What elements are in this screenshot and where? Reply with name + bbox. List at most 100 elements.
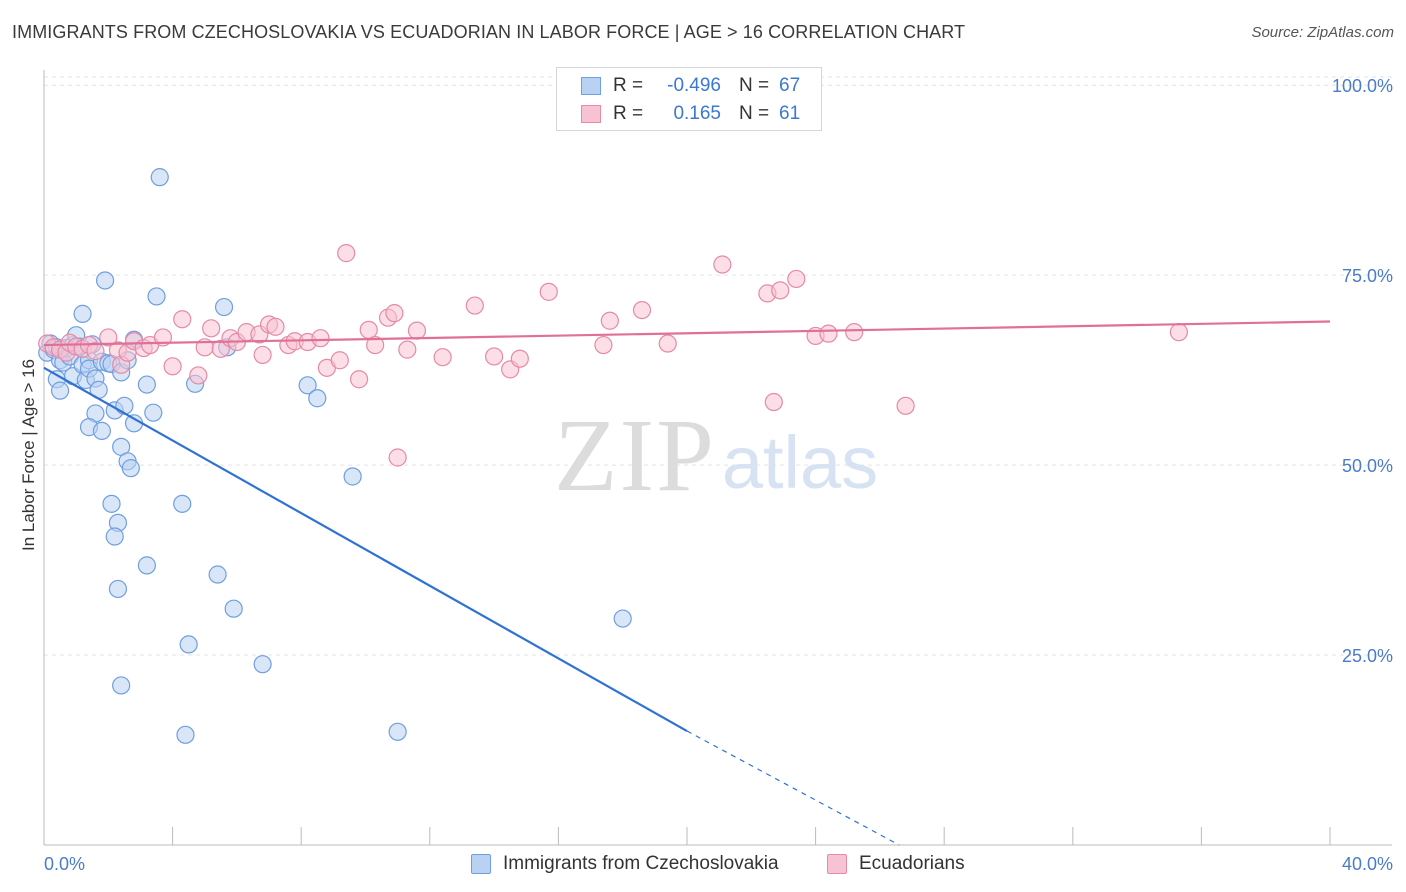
ecuador-point-57 xyxy=(764,392,783,412)
y-axis-label: In Labor Force | Age > 16 xyxy=(19,359,38,551)
trendline-ecuador xyxy=(43,320,1331,347)
legend-n-value: 61 xyxy=(779,103,801,124)
ecuador-point-9 xyxy=(99,328,118,347)
ecuador-point-29 xyxy=(266,317,285,336)
legend-r-label: R = xyxy=(613,75,644,96)
czech-point-57 xyxy=(298,376,317,395)
czech-point-49 xyxy=(176,725,195,744)
czech-point-40 xyxy=(121,459,140,478)
x-tick-label-1: 40.0% xyxy=(1342,854,1393,874)
czech-point-53 xyxy=(214,297,234,317)
czech-point-46 xyxy=(147,287,166,306)
czech-point-6 xyxy=(50,381,70,400)
trendline-czech xyxy=(43,366,688,732)
grid-lines xyxy=(44,76,1392,656)
ecuador-point-62 xyxy=(845,323,864,342)
czech-point-56 xyxy=(253,655,272,674)
y-tick-label-3: 100.0% xyxy=(1332,76,1393,96)
legend-n-label: N = xyxy=(739,75,770,96)
czech-point-45 xyxy=(144,403,163,422)
czech-point-44 xyxy=(137,556,156,575)
y-tick-label-2: 75.0% xyxy=(1342,266,1393,286)
ecuador-point-51 xyxy=(594,335,613,355)
y-tick-labels: 25.0% 50.0% 75.0% 100.0% xyxy=(1332,76,1393,666)
ecuador-point-44 xyxy=(407,321,427,340)
y-tick-label-1: 50.0% xyxy=(1342,456,1393,476)
czech-point-37 xyxy=(115,396,134,415)
czech-point-58 xyxy=(308,389,327,408)
czech-point-26 xyxy=(95,271,115,290)
bottom-legend-czech: Immigrants from Czechoslovakia xyxy=(471,852,779,876)
czech-point-32 xyxy=(105,527,124,546)
czech-point-33 xyxy=(108,579,128,599)
ecuador-point-58 xyxy=(771,281,790,300)
y-tick-label-0: 25.0% xyxy=(1342,646,1393,666)
czech-point-50 xyxy=(179,635,198,654)
watermark-zip: ZIP xyxy=(554,398,716,513)
ecuador-point-45 xyxy=(433,348,452,367)
czech-point-60 xyxy=(388,722,407,741)
ecuador-point-42 xyxy=(388,448,407,467)
legend-swatch-ecuador xyxy=(581,105,601,123)
ecuador-point-35 xyxy=(330,351,349,370)
ecuador-point-63 xyxy=(896,396,915,415)
ecuador-point-18 xyxy=(173,310,192,329)
ecuador-point-17 xyxy=(163,357,182,376)
source-label: Source: ZipAtlas.com xyxy=(1251,24,1394,41)
legend-n-label: N = xyxy=(739,103,770,124)
ecuador-point-61 xyxy=(819,324,838,343)
ecuador-point-53 xyxy=(632,300,652,320)
ecuador-point-49 xyxy=(510,349,529,368)
bottom-legend-swatch-czech xyxy=(471,854,491,874)
bottom-legend-label-czech: Immigrants from Czechoslovakia xyxy=(503,853,779,874)
legend-n-value: 67 xyxy=(779,75,801,96)
legend-row-czech: R = -0.496 N = 67 xyxy=(581,73,819,99)
ecuador-point-46 xyxy=(465,296,484,315)
ecuador-point-52 xyxy=(600,311,619,330)
legend-r-value: -0.496 xyxy=(667,75,721,96)
ecuador-point-41 xyxy=(385,304,404,323)
legend-r-value: 0.165 xyxy=(673,103,721,124)
ecuador-point-19 xyxy=(189,366,208,385)
ecuador-point-55 xyxy=(713,255,732,274)
legend-r-label: R = xyxy=(613,103,644,124)
czech-point-52 xyxy=(208,565,227,584)
ecuador-point-54 xyxy=(658,334,677,353)
ecuador-point-59 xyxy=(787,269,806,289)
ecuador-point-8 xyxy=(86,342,105,361)
czech-point-29 xyxy=(102,494,121,513)
czech-point-47 xyxy=(150,168,169,187)
trendlines xyxy=(43,320,1331,846)
x-tick-label-0: 0.0% xyxy=(44,854,85,874)
czech-point-61 xyxy=(613,609,632,628)
trendline-czech-extension xyxy=(686,730,900,846)
ecuador-point-21 xyxy=(202,319,221,338)
czech-point-35 xyxy=(112,676,131,695)
ecuador-point-64 xyxy=(1169,323,1188,342)
ecuador-point-39 xyxy=(366,335,385,355)
watermark: ZIP atlas xyxy=(554,398,878,513)
series-czech-points xyxy=(38,168,632,744)
ecuador-point-47 xyxy=(485,347,504,366)
bottom-legend-label-ecuador: Ecuadorians xyxy=(859,853,965,874)
chart-title: IMMIGRANTS FROM CZECHOSLOVAKIA VS ECUADO… xyxy=(12,22,966,42)
czech-point-59 xyxy=(343,467,362,486)
ecuador-point-43 xyxy=(398,340,417,359)
legend-row-ecuador: R = 0.165 N = 61 xyxy=(581,101,819,127)
legend-swatch-czech xyxy=(581,77,601,95)
bottom-legend-ecuador: Ecuadorians xyxy=(827,852,965,876)
ecuador-point-50 xyxy=(539,282,558,301)
czech-point-17 xyxy=(73,304,92,323)
axes xyxy=(43,70,1392,846)
czech-point-48 xyxy=(173,494,192,513)
ecuador-point-33 xyxy=(311,329,330,348)
ecuador-point-36 xyxy=(337,244,356,263)
correlation-legend: R = -0.496 N = 67 R = 0.165 N = 61 xyxy=(556,67,822,131)
watermark-atlas: atlas xyxy=(722,421,878,504)
ecuador-point-37 xyxy=(349,370,369,389)
x-tick-labels: 0.0% 40.0% xyxy=(44,854,1393,874)
czech-point-43 xyxy=(137,375,156,394)
ecuador-point-38 xyxy=(359,320,378,339)
czech-point-24 xyxy=(92,421,111,441)
